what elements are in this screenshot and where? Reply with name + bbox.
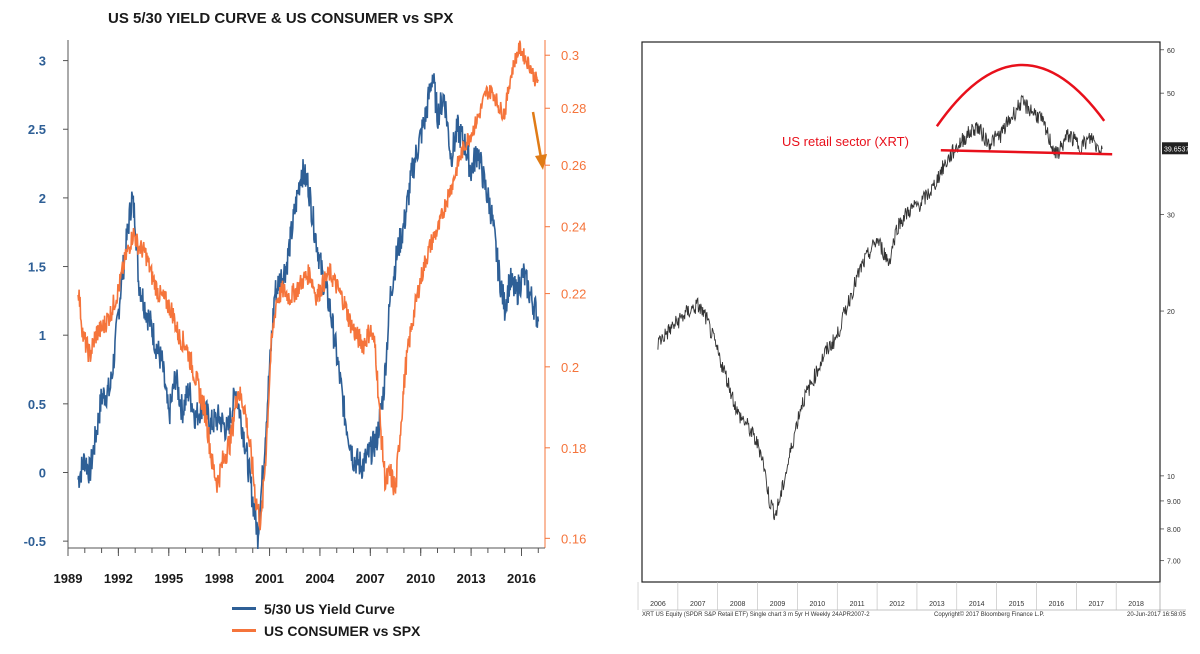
right-x-tick-label: 2010 [810,601,826,608]
right-y-tick-label: 0.2 [561,360,579,375]
right-y-tick-label: 8.00 [1167,527,1181,534]
right-y-tick-label: 0.22 [561,287,586,302]
legend-item-consumer-spx: US CONSUMER vs SPX [232,623,420,639]
left-y-tick-label: 0 [39,465,46,480]
xrt-price-line [657,94,1103,521]
left-y-tick-label: 2 [39,191,46,206]
trend-arrow-head [535,154,547,170]
right-chart-annotations: US retail sector (XRT) [782,63,1113,156]
left-x-tick-label: 1992 [104,571,133,586]
right-x-tick-label: 2007 [690,601,706,608]
right-x-tick-label: 2016 [1049,601,1065,608]
left-x-tick-label: 2016 [507,571,536,586]
right-y-tick-label: 60 [1167,48,1175,55]
right-y-tick-label: 0.28 [561,101,586,116]
left-x-tick-label: 1995 [154,571,183,586]
legend-label-yield-curve: 5/30 US Yield Curve [264,601,395,617]
right-x-tick-label: 2008 [730,601,746,608]
left-y-tick-label: 1 [39,328,46,343]
yield-curve-line [77,73,540,550]
right-x-tick-label: 2011 [850,601,865,608]
right-y-tick-label: 50 [1167,91,1175,98]
right-y-tick-label: 0.18 [561,441,586,456]
right-x-tick-label: 2018 [1128,601,1144,608]
right-x-tick-label: 2012 [889,601,905,608]
left-y-tick-label: 2.5 [28,122,46,137]
left-y-tick-label: 0.5 [28,397,46,412]
right-x-tick-label: 2009 [770,601,786,608]
left-y-tick-label: 3 [39,54,46,69]
trend-arrow [531,111,547,170]
right-x-tick-label: 2017 [1088,601,1104,608]
right-x-tick-label: 2014 [969,601,985,608]
left-chart-series [77,40,540,550]
right-y-tick-label: 0.24 [561,220,586,235]
left-x-tick-label: 2013 [457,571,486,586]
right-x-tick-label: 2015 [1009,601,1025,608]
legend-swatch-consumer-spx [232,629,256,633]
right-y-tick-label: 9.00 [1167,499,1181,506]
bloomberg-footer-right: 20-Jun-2017 16:58:05 [1127,612,1186,618]
legend-swatch-yield-curve [232,607,256,611]
right-y-tick-label: 0.26 [561,158,586,173]
left-x-tick-label: 1989 [54,571,83,586]
right-y-tick-label: 30 [1167,213,1175,220]
last-value-box [1162,142,1188,155]
left-y-tick-label: 1.5 [28,260,46,275]
left-x-tick-label: 1998 [205,571,234,586]
right-y-tick-label: 0.16 [561,531,586,546]
left-chart-title: US 5/30 YIELD CURVE & US CONSUMER vs SPX [108,10,454,27]
bloomberg-footer-left: XRT US Equity (SPDR S&P Retail ETF) Sing… [642,612,870,618]
right-x-tick-label: 2013 [929,601,945,608]
last-value-label: 39.6537 [1164,146,1189,153]
left-x-tick-label: 2004 [305,571,335,586]
right-chart-series [657,94,1103,521]
right-chart-frame: 2006 2007 2008 2009 2010 2011 2012 2013 2014 2015… [637,41,1189,612]
left-x-tick-label: 2007 [356,571,385,586]
right-y-tick-label: 7.00 [1167,559,1181,566]
right-plot-frame [641,41,1161,583]
support-line [940,148,1113,156]
legend-label-consumer-spx: US CONSUMER vs SPX [264,623,421,639]
consumer-spx-line [77,40,539,531]
xrt-annotation-label: US retail sector (XRT) [782,134,909,149]
right-x-tick-label: 2006 [650,601,666,608]
left-chart-axes: -0.5 0 0.5 1 1.5 2 2.5 3 0.16 0.18 0.2 0.22 0.24 0.26… [24,40,586,586]
right-y-tick-label: 20 [1167,309,1175,316]
rounded-top-arc [935,63,1106,127]
right-y-tick-label: 10 [1167,474,1175,481]
left-x-tick-label: 2010 [406,571,435,586]
bloomberg-footer-center: Copyright© 2017 Bloomberg Finance L.P. [934,612,1045,618]
legend-item-yield-curve: 5/30 US Yield Curve [232,601,395,617]
left-y-tick-label: -0.5 [24,534,46,549]
left-x-tick-label: 2001 [255,571,284,586]
trend-arrow-shaft [531,111,543,159]
right-y-tick-label: 0.3 [561,48,579,63]
